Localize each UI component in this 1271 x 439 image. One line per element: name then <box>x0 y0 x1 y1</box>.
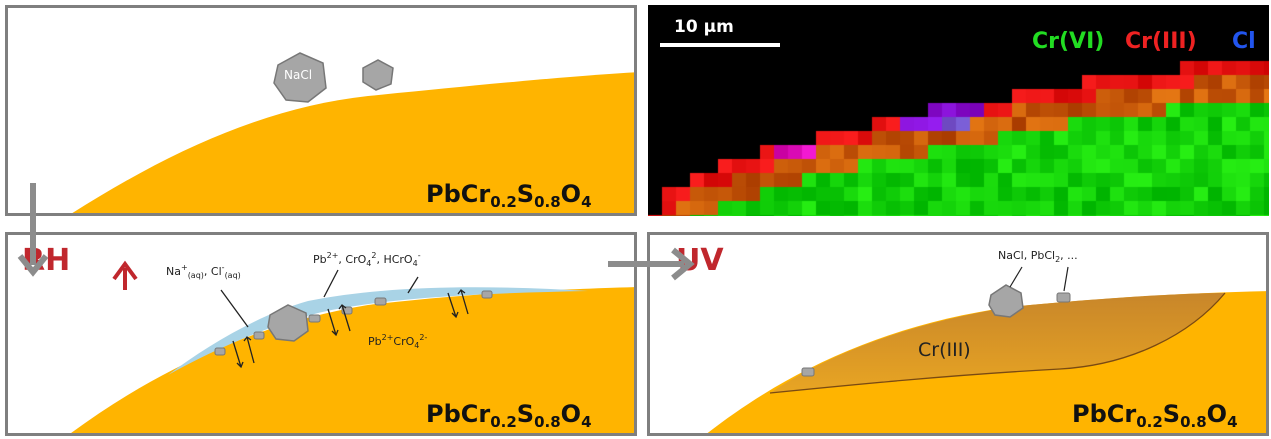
right-arrow <box>608 247 695 281</box>
panel-uv-drawing <box>707 266 1266 433</box>
formula-panel-uv: PbCr0.2S0.8O4 <box>1072 400 1238 431</box>
panel-humidity-drawing <box>71 269 634 433</box>
crystal-fragment <box>253 331 265 340</box>
panel-uv: UV NaCl, PbCl2, ... Cr(III) PbCr0.2S0.8O… <box>647 232 1269 436</box>
pigment-substrate <box>72 72 634 213</box>
up-arrow-icon <box>112 260 138 290</box>
legend-cr-iii: Cr(III) <box>1125 29 1197 54</box>
nacl-crystal <box>988 284 1024 318</box>
nacl-crystal-large <box>267 304 309 342</box>
crystal-fragment <box>801 367 815 377</box>
panel-humidity: RH Na+(aq), Cl-(aq) Pb2+, CrO42, HCrO4- … <box>5 232 637 436</box>
cr-iii-alteration-layer <box>770 293 1225 393</box>
scale-bar <box>660 43 780 47</box>
crystal-fragment <box>481 290 493 299</box>
nacl-crystal-small <box>362 59 394 91</box>
crystal-fragment <box>308 314 321 323</box>
crystal-fragment <box>374 297 387 306</box>
legend-cr-vi: Cr(VI) <box>1032 29 1105 54</box>
lead-chromate-ions-label: Pb2+CrO42- <box>368 333 428 350</box>
nacl-label: NaCl <box>284 68 313 82</box>
panel-initial-drawing <box>72 52 634 213</box>
pigment-substrate <box>71 287 634 433</box>
equilibrium-arrows <box>220 269 469 369</box>
alteration-boundary <box>769 292 1226 394</box>
panel-initial: NaCl PbCr0.2S0.8O4 <box>5 5 637 216</box>
scale-bar-label: 10 µm <box>674 17 734 37</box>
xrf-chemical-map: 10 µm Cr(VI) Cr(III) Cl <box>648 5 1269 216</box>
dissolved-species-label: Pb2+, CrO42, HCrO4- <box>313 251 421 268</box>
legend-cl: Cl <box>1232 29 1256 54</box>
down-arrow <box>17 183 49 277</box>
formula-panel-initial: PbCr0.2S0.8O4 <box>426 180 592 211</box>
pbcl2-crystal <box>1056 292 1071 303</box>
crystal-fragment <box>214 347 226 356</box>
xrf-map-image <box>648 5 1269 216</box>
nacl-crystal-large <box>273 52 327 103</box>
cr-iii-label: Cr(III) <box>918 339 971 361</box>
water-film <box>168 287 588 375</box>
formula-panel-humidity: PbCr0.2S0.8O4 <box>426 400 592 431</box>
surface-products-label: NaCl, PbCl2, ... <box>998 249 1078 264</box>
aqueous-ions-label: Na+(aq), Cl-(aq) <box>166 263 241 280</box>
